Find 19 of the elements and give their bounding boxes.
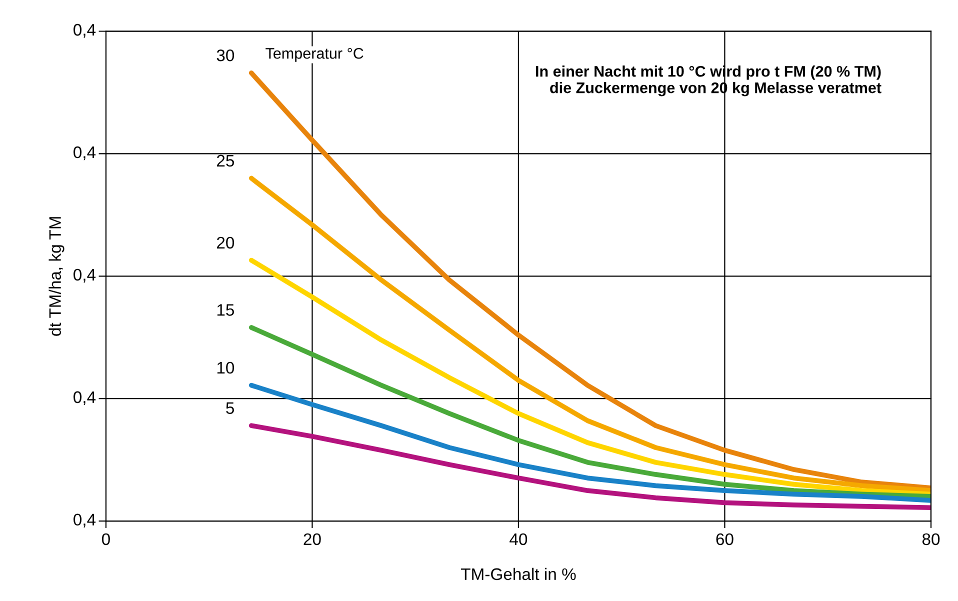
- x-tick-label: 0: [102, 533, 110, 546]
- x-tick-label: 80: [922, 533, 940, 546]
- series-label: 10: [217, 362, 234, 374]
- series-label: 15: [217, 304, 234, 316]
- x-tick-label: 40: [510, 533, 528, 546]
- series-label: 25: [217, 154, 234, 167]
- series-label: 30: [216, 50, 234, 62]
- text: 0,4: [74, 146, 96, 160]
- x-tick-label: 60: [716, 533, 734, 546]
- text: 0,4: [74, 391, 96, 406]
- text: 0,4: [74, 514, 96, 528]
- x-tick-label: 20: [304, 533, 321, 546]
- y-axis-title: dt TM/ha, kg TM: [48, 217, 64, 336]
- legend-title: Temperatur °C: [266, 48, 364, 62]
- series-label: 20: [217, 236, 234, 249]
- text: 0,4: [74, 268, 96, 283]
- series-label: 5: [226, 402, 234, 414]
- text: 0,4: [74, 24, 96, 38]
- x-axis-title: TM-Gehalt in %: [460, 568, 576, 580]
